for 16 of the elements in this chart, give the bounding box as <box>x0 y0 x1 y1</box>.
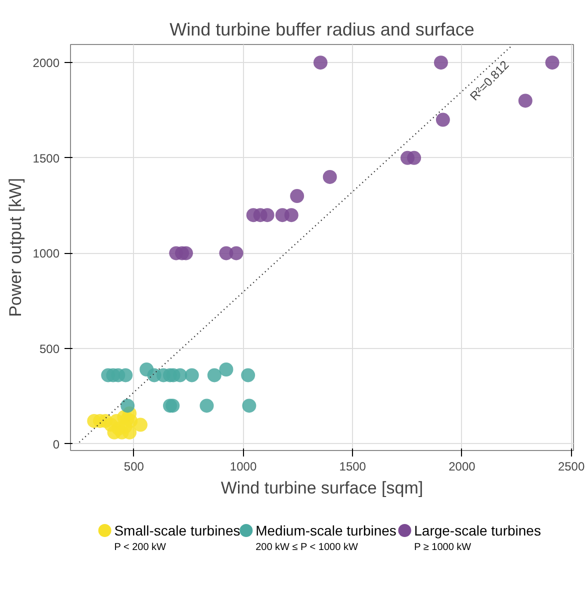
x-axis-title: Wind turbine surface [sqm] <box>220 478 424 498</box>
x-tick-label: 500 <box>124 460 144 474</box>
y-axis-title: Power output [kW] <box>6 178 25 317</box>
y-tick-label: 2000 <box>32 56 60 70</box>
legend-label: Large-scale turbines P ≥ 1000 kW <box>414 522 541 553</box>
y-tick-label: 1000 <box>32 246 60 261</box>
y-tick-label: 500 <box>39 342 60 356</box>
y-tick-label: 1500 <box>32 151 60 166</box>
x-tick-label: 1500 <box>339 460 366 474</box>
x-tick-label: 1000 <box>230 460 257 474</box>
y-tick-label: 0 <box>52 437 60 452</box>
chart-title: Wind turbine buffer radius and surface <box>170 20 474 40</box>
legend-label: Small-scale turbines P < 200 kW <box>114 522 240 553</box>
x-tick-label: 2500 <box>558 460 585 474</box>
x-tick-label: 2000 <box>448 460 476 474</box>
legend-label: Medium-scale turbines 200 kW ≤ P < 1000 kW <box>256 522 396 553</box>
